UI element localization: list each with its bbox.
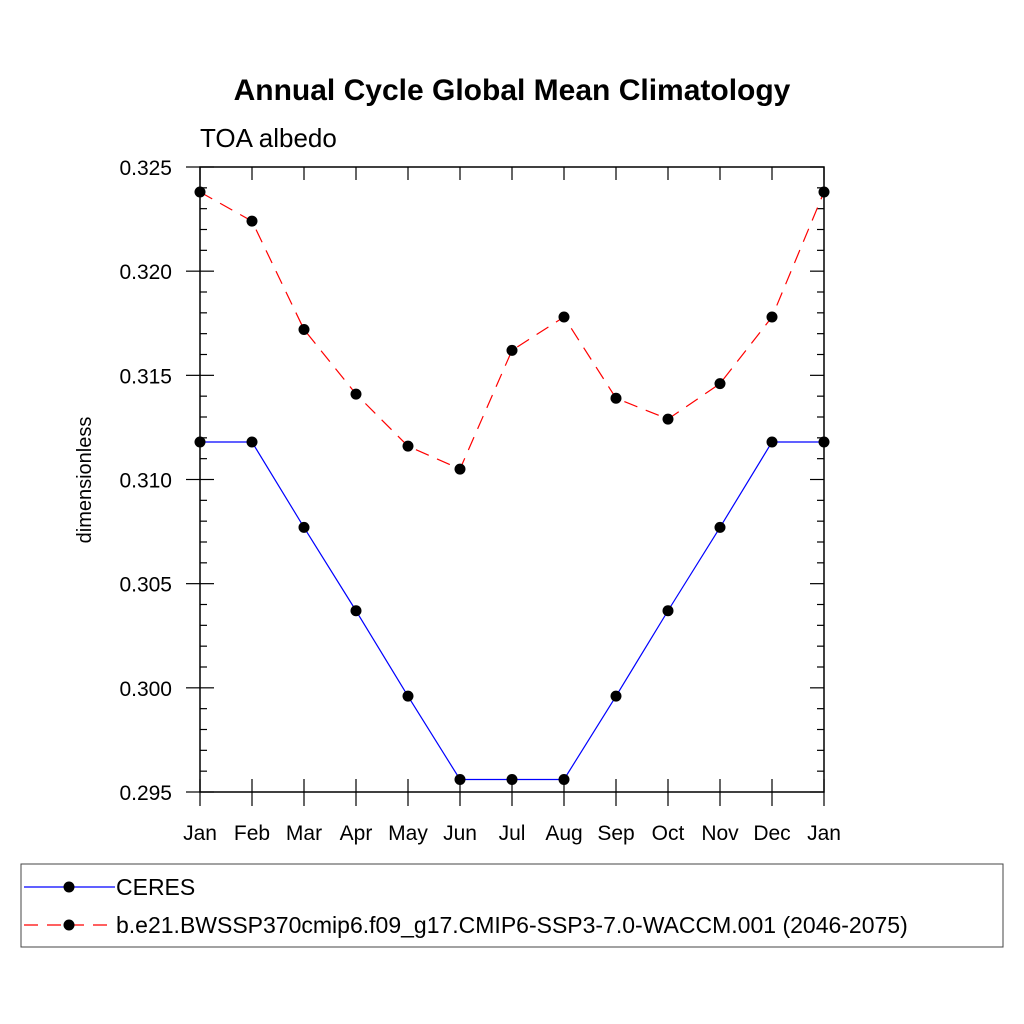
series-1-point	[506, 344, 518, 356]
y-tick-label: 0.315	[119, 365, 172, 388]
series-0-point	[818, 436, 830, 448]
series-0-point	[298, 521, 310, 533]
legend-marker-model	[63, 919, 75, 931]
legend-box	[20, 863, 1004, 948]
series-0-point	[610, 690, 622, 702]
x-tick-label: Jan	[183, 822, 217, 845]
x-tick-label: Feb	[234, 822, 270, 845]
x-tick-label: Apr	[340, 822, 373, 845]
legend: CERES b.e21.BWSSP370cmip6.f09_g17.CMIP6-…	[20, 863, 1004, 948]
plot-frame	[199, 166, 825, 793]
x-tick-label: Aug	[545, 822, 582, 845]
data-series	[194, 186, 830, 785]
y-tick-label: 0.300	[119, 678, 172, 701]
series-line-1	[199, 191, 825, 470]
series-1-point	[818, 186, 830, 198]
legend-marker-ceres	[63, 881, 75, 893]
series-0-point	[766, 436, 778, 448]
series-0-point	[194, 436, 206, 448]
series-1-point	[714, 378, 726, 390]
y-tick-label: 0.310	[119, 470, 172, 493]
y-axis-label: dimensionless	[74, 417, 96, 544]
series-0-point	[402, 690, 414, 702]
series-0-point	[662, 605, 674, 617]
series-1-point	[454, 463, 466, 475]
x-tick-label: Jun	[443, 822, 477, 845]
x-tick-label: May	[388, 822, 428, 845]
legend-label-ceres: CERES	[116, 874, 195, 900]
chart-title: Annual Cycle Global Mean Climatology	[234, 74, 791, 107]
series-0-point	[506, 774, 518, 785]
x-tick-label: Oct	[652, 822, 685, 845]
chart-subtitle: TOA albedo	[200, 123, 337, 153]
series-0-point	[714, 521, 726, 533]
y-tick-label: 0.295	[119, 782, 172, 805]
x-tick-label: Jan	[807, 822, 841, 845]
x-tick-label: Sep	[597, 822, 634, 845]
series-1-point	[558, 311, 570, 323]
y-tick-label: 0.305	[119, 574, 172, 597]
x-tick-label: Dec	[753, 822, 790, 845]
y-tick-labels: 0.295 0.300 0.305 0.310 0.315 0.320 0.325	[119, 157, 172, 805]
series-1-point	[662, 413, 674, 425]
series-0-point	[454, 774, 466, 785]
y-tick-label: 0.325	[119, 157, 172, 180]
series-1-point	[610, 392, 622, 404]
x-tick-labels: Jan Feb Mar Apr May Jun Jul Aug Sep Oct Nov Dec Jan	[183, 822, 841, 845]
series-1-point	[350, 388, 362, 400]
x-tick-label: Mar	[286, 822, 322, 845]
series-0-point	[246, 436, 258, 448]
x-tick-label: Nov	[701, 822, 739, 845]
series-1-point	[402, 440, 414, 452]
series-1-point	[766, 311, 778, 323]
legend-label-model: b.e21.BWSSP370cmip6.f09_g17.CMIP6-SSP3-7…	[116, 912, 908, 938]
axis-ticks	[186, 166, 825, 806]
series-1-point	[246, 215, 258, 227]
x-tick-label: Jul	[499, 822, 526, 845]
series-line-0	[200, 441, 824, 781]
y-tick-label: 0.320	[119, 261, 172, 284]
series-0-point	[558, 774, 570, 785]
series-0-point	[350, 605, 362, 617]
series-1-point	[194, 186, 206, 198]
series-1-point	[298, 324, 310, 335]
